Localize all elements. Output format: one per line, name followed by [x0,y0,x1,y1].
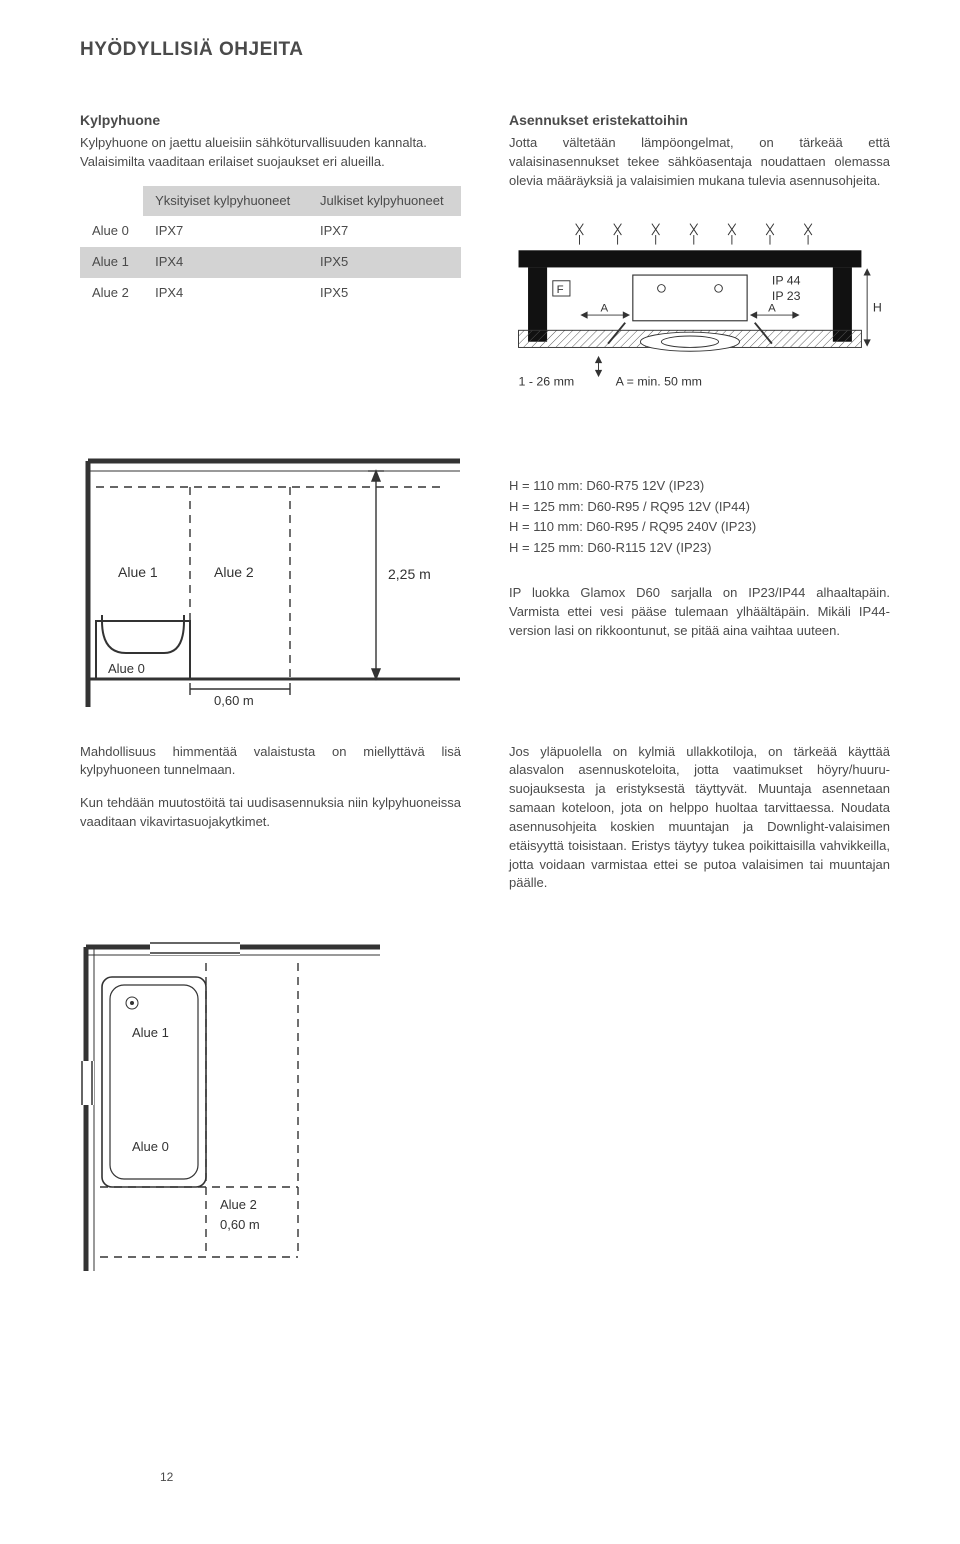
plan-zone2: Alue 2 [220,1197,257,1212]
table-cell: IPX7 [143,216,308,247]
table-header: Yksityiset kylpyhuoneet [143,186,308,217]
zone2-label: Alue 2 [214,564,254,580]
offset-label: 0,60 m [214,693,254,707]
a-label-right: A [768,303,776,315]
table-cell: IPX5 [308,278,461,309]
h-item: H = 110 mm: D60-R75 12V (IP23) [509,477,890,496]
page-number: 12 [160,1469,173,1486]
zone0-label: Alue 0 [108,661,145,676]
f-label: F [557,285,564,297]
ipx-table: Yksityiset kylpyhuoneet Julkiset kylpyhu… [80,186,461,309]
rcd-note: Kun tehdään muutostöitä tai uudisasennuk… [80,794,461,832]
ip23-label: IP 23 [772,289,801,303]
table-cell: IPX7 [308,216,461,247]
insulation-title: Asennukset eristekattoihin [509,110,890,130]
dim-note: Mahdollisuus himmentää valaistusta on mi… [80,743,461,781]
a-label-left: A [600,303,608,315]
h-item: H = 125 mm: D60-R115 12V (IP23) [509,539,890,558]
ip-note: IP luokka Glamox D60 sarjalla on IP23/IP… [509,584,890,641]
table-cell: Alue 2 [80,278,143,309]
install-diagram: F IP 44 IP 23 A A H [509,216,890,407]
table-cell: Alue 1 [80,247,143,278]
h-label: H [873,301,882,315]
amin-label: A = min. 50 mm [616,375,702,389]
table-header: Julkiset kylpyhuoneet [308,186,461,217]
insulation-text: Jotta vältetään lämpöongelmat, on tärkeä… [509,134,890,191]
table-cell: Alue 0 [80,216,143,247]
h-item: H = 125 mm: D60-R95 / RQ95 12V (IP44) [509,498,890,517]
height-list: H = 110 mm: D60-R75 12V (IP23) H = 125 m… [509,477,890,558]
table-cell: IPX4 [143,247,308,278]
plan-offset: 0,60 m [220,1217,260,1232]
table-header [80,186,143,217]
plan-zone1: Alue 1 [132,1025,169,1040]
bathroom-title: Kylpyhuone [80,110,461,130]
plan-zone0: Alue 0 [132,1139,169,1154]
bathroom-intro: Kylpyhuone on jaettu alueisiin sähköturv… [80,134,461,172]
height-label: 2,25 m [388,566,431,582]
plan-diagram: Alue 1 Alue 0 Alue 2 0,60 m [80,941,380,1271]
table-cell: IPX4 [143,278,308,309]
h-item: H = 110 mm: D60-R95 / RQ95 240V (IP23) [509,518,890,537]
ip44-label: IP 44 [772,274,801,288]
elevation-diagram: Alue 1 Alue 2 Alue 0 2,25 m 0,60 m [80,457,460,707]
zone1-label: Alue 1 [118,564,158,580]
range-label: 1 - 26 mm [519,375,575,389]
table-cell: IPX5 [308,247,461,278]
attic-note: Jos yläpuolella on kylmiä ullakkotiloja,… [509,743,890,894]
page-heading: HYÖDYLLISIÄ OHJEITA [80,36,890,64]
